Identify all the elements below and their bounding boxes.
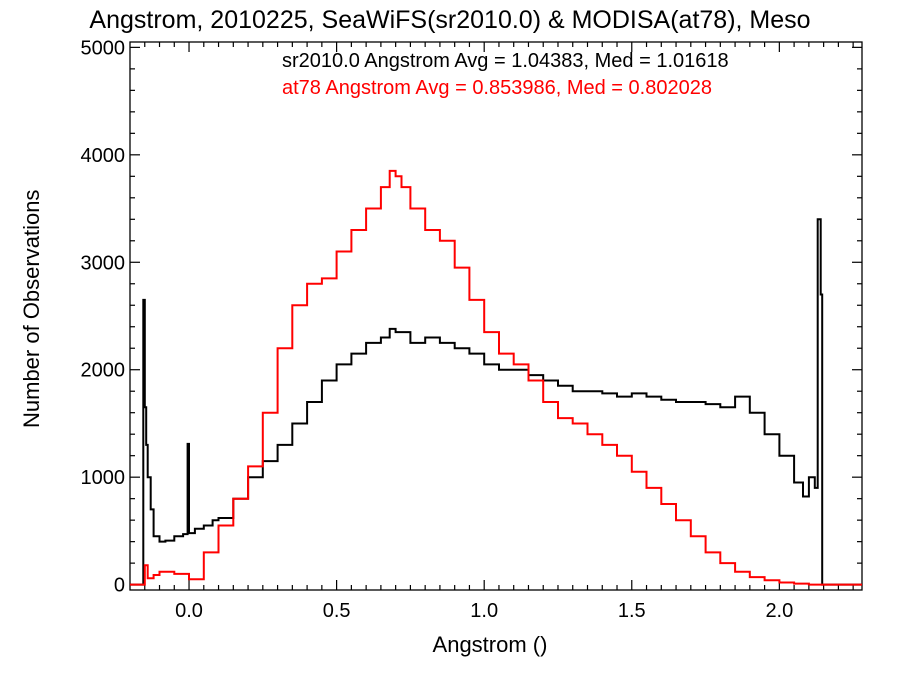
x-axis-label: Angstrom () [432,632,548,657]
series-line-sr2010-0 [130,218,862,586]
series-group [130,169,862,586]
chart-title: Angstrom, 2010225, SeaWiFS(sr2010.0) & M… [89,6,811,34]
x-tick-label: 1.5 [618,600,646,622]
annotation-sr2010: sr2010.0 Angstrom Avg = 1.04383, Med = 1… [282,50,729,72]
y-tick-label: 3000 [81,252,126,274]
x-tick-label: 1.0 [470,600,498,622]
series-line-at78 [130,169,862,586]
y-tick-label: 2000 [81,360,126,382]
x-tick-label: 0.5 [323,600,351,622]
y-tick-label: 5000 [81,37,126,59]
plot-frame [129,41,863,591]
x-tick-label: 0.0 [175,600,203,622]
axis-tick-labels: 0.0 0.5 1.0 1.5 2.0 0 1000 2000 3000 4000 5000 [81,37,794,622]
annotation-at78: at78 Angstrom Avg = 0.853986, Med = 0.80… [282,77,712,99]
axis-ticks [130,42,862,590]
y-axis-label: Number of Observations [19,189,44,428]
y-tick-label: 0 [114,575,125,597]
x-tick-label: 2.0 [765,600,793,622]
y-tick-label: 4000 [81,145,126,167]
y-tick-label: 1000 [81,467,126,489]
